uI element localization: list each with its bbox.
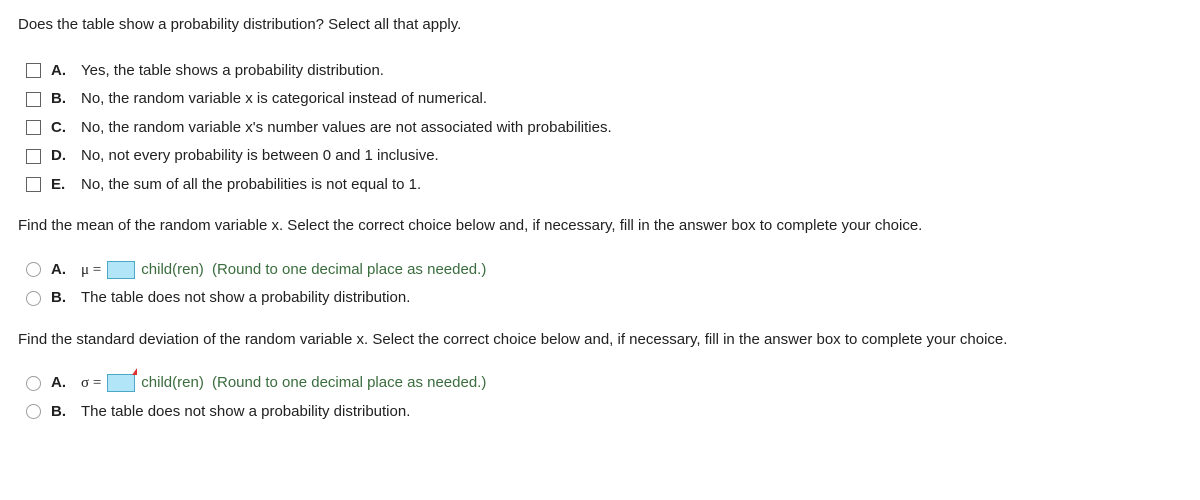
option-text: μ = child(ren) (Round to one decimal pla… (81, 259, 486, 282)
option-text: No, the random variable x's number value… (81, 117, 612, 140)
q2-options: A. μ = child(ren) (Round to one decimal … (18, 256, 1182, 313)
q1-option-a[interactable]: A. Yes, the table shows a probability di… (18, 57, 1182, 86)
q3-prompt: Find the standard deviation of the rando… (18, 329, 1182, 352)
option-letter: B. (51, 401, 71, 424)
option-letter: A. (51, 259, 71, 282)
option-letter: B. (51, 88, 71, 111)
q2-option-b[interactable]: B. The table does not show a probability… (18, 284, 1182, 313)
mean-input[interactable] (107, 261, 135, 279)
mu-label: μ = (81, 259, 101, 282)
option-letter: C. (51, 117, 71, 140)
checkbox-icon[interactable] (26, 177, 41, 192)
option-letter: D. (51, 145, 71, 168)
checkbox-icon[interactable] (26, 63, 41, 78)
radio-icon[interactable] (26, 262, 41, 277)
q3-option-a[interactable]: A. σ = child(ren) (Round to one decimal … (18, 369, 1182, 398)
q1-option-c[interactable]: C. No, the random variable x's number va… (18, 114, 1182, 143)
q1-option-d[interactable]: D. No, not every probability is between … (18, 142, 1182, 171)
option-letter: B. (51, 287, 71, 310)
q1-option-b[interactable]: B. No, the random variable x is categori… (18, 85, 1182, 114)
option-text: No, the random variable x is categorical… (81, 88, 487, 111)
q1-prompt: Does the table show a probability distri… (18, 14, 1182, 37)
option-text: The table does not show a probability di… (81, 401, 410, 424)
rounding-hint: (Round to one decimal place as needed.) (212, 372, 486, 395)
unit-text: child(ren) (141, 372, 204, 395)
option-letter: A. (51, 60, 71, 83)
q1-options: A. Yes, the table shows a probability di… (18, 57, 1182, 200)
radio-icon[interactable] (26, 291, 41, 306)
option-text: The table does not show a probability di… (81, 287, 410, 310)
sd-input[interactable] (107, 374, 135, 392)
option-text: No, the sum of all the probabilities is … (81, 174, 421, 197)
checkbox-icon[interactable] (26, 149, 41, 164)
checkbox-icon[interactable] (26, 120, 41, 135)
q2-prompt: Find the mean of the random variable x. … (18, 215, 1182, 238)
radio-icon[interactable] (26, 376, 41, 391)
option-letter: E. (51, 174, 71, 197)
sigma-label: σ = (81, 372, 101, 395)
q1-option-e[interactable]: E. No, the sum of all the probabilities … (18, 171, 1182, 200)
q3-options: A. σ = child(ren) (Round to one decimal … (18, 369, 1182, 426)
option-text: No, not every probability is between 0 a… (81, 145, 439, 168)
option-text: Yes, the table shows a probability distr… (81, 60, 384, 83)
radio-icon[interactable] (26, 404, 41, 419)
q3-option-b[interactable]: B. The table does not show a probability… (18, 398, 1182, 427)
checkbox-icon[interactable] (26, 92, 41, 107)
rounding-hint: (Round to one decimal place as needed.) (212, 259, 486, 282)
option-text: σ = child(ren) (Round to one decimal pla… (81, 372, 486, 395)
unit-text: child(ren) (141, 259, 204, 282)
option-letter: A. (51, 372, 71, 395)
q2-option-a[interactable]: A. μ = child(ren) (Round to one decimal … (18, 256, 1182, 285)
